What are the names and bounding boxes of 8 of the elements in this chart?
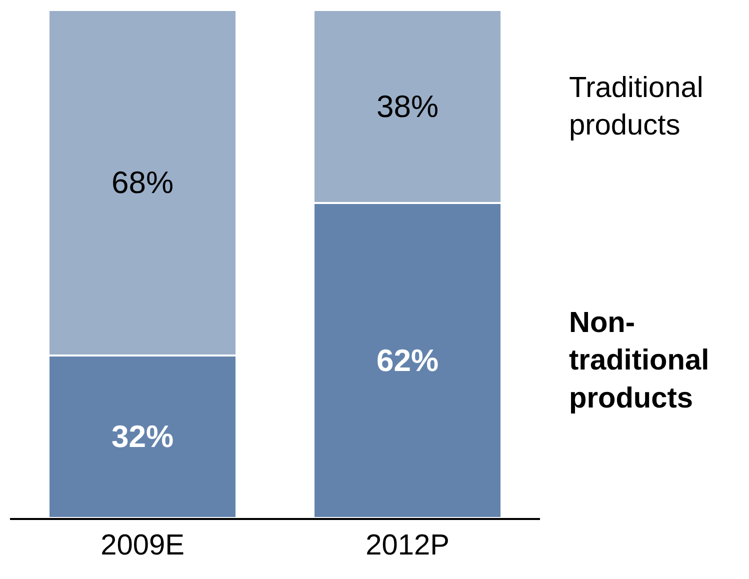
- text: Non-traditional products: [569, 307, 710, 414]
- data-label: 38%: [376, 89, 439, 124]
- data-label: 32%: [111, 419, 174, 454]
- x-tick-label: 2012P: [366, 530, 450, 562]
- data-label: 68%: [111, 165, 174, 200]
- text: Traditional products: [569, 72, 704, 142]
- data-label: 62%: [376, 343, 439, 378]
- x-tick-label: 2009E: [100, 530, 184, 562]
